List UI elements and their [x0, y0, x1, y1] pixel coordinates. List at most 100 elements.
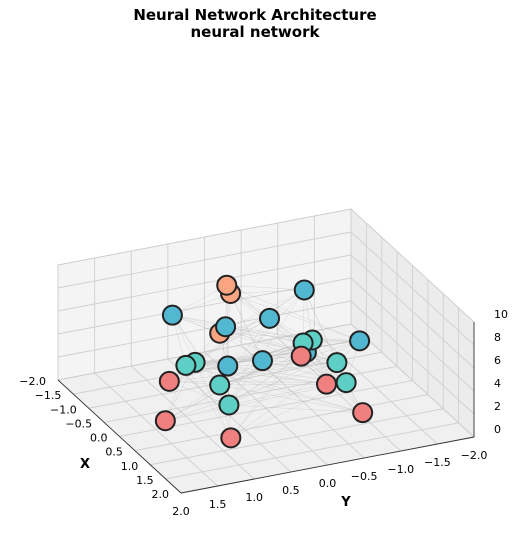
network-edge: [219, 333, 307, 353]
y-tick-label: −1.5: [424, 456, 451, 469]
grid-line-z: [350, 323, 475, 438]
network-edge: [185, 365, 327, 385]
grid-lines: [57, 208, 475, 494]
network-edge: [185, 365, 232, 438]
network-node: [216, 274, 238, 296]
network-node: [326, 352, 348, 374]
network-node: [218, 394, 240, 416]
chart-title: Neural Network Architecture: [133, 6, 376, 24]
network-edge: [219, 383, 327, 386]
network-node: [161, 304, 183, 326]
network-node: [259, 307, 281, 329]
network-edge: [185, 352, 307, 366]
network-node: [316, 373, 337, 395]
network-node: [293, 279, 315, 301]
z-tick-label: 10: [494, 308, 508, 321]
y-tick-label: 0.0: [319, 477, 337, 490]
network-edge: [172, 314, 313, 341]
network-edge: [230, 289, 305, 294]
network-edge: [165, 384, 220, 421]
network-edge: [219, 384, 363, 413]
network-edge: [194, 318, 270, 363]
network-edge: [230, 293, 360, 342]
grid-line-z: [57, 254, 352, 312]
y-tick-label: 2.0: [172, 505, 190, 518]
network-node: [335, 372, 357, 394]
grid-line-z: [57, 231, 352, 289]
network-edge: [165, 382, 347, 421]
x-tick-label: 1.5: [136, 474, 154, 487]
network-edge: [185, 289, 305, 366]
network-edge: [165, 339, 313, 421]
tick-labels: 2.01.51.00.50.0−0.5−1.0−1.5−2.02.01.51.0…: [19, 308, 508, 518]
grid-line-y: [94, 372, 218, 487]
network-edge: [225, 326, 337, 363]
network-edge: [228, 289, 305, 406]
x-tick-label: −0.5: [65, 417, 92, 430]
y-tick-label: 0.5: [282, 484, 300, 497]
x-axis-label: X: [80, 457, 90, 472]
grid-line-z: [57, 208, 352, 266]
y-tick-label: 1.0: [246, 491, 264, 504]
network-edge: [226, 284, 305, 291]
network-edge: [194, 289, 305, 363]
network-node: [209, 374, 231, 396]
network-edge: [195, 355, 302, 363]
network-edge: [195, 352, 307, 363]
x-tick-label: −1.0: [50, 403, 77, 416]
network-edge: [165, 342, 304, 421]
network-nodes: [154, 274, 374, 449]
network-edge: [228, 383, 327, 406]
y-axis-line: [180, 436, 475, 494]
y-tick-label: 1.5: [209, 498, 227, 511]
y-tick-label: −2.0: [461, 449, 488, 462]
network-edge: [172, 314, 304, 344]
network-node: [154, 410, 176, 432]
grid-line-z: [57, 300, 352, 358]
network-edge: [185, 365, 363, 413]
network-node: [215, 316, 237, 338]
grid-line-z: [350, 254, 475, 369]
grid-line-y: [130, 365, 255, 480]
network-node: [220, 427, 242, 449]
network-edge: [172, 315, 220, 386]
network-node: [352, 402, 374, 424]
x-tick-label: 0.0: [90, 432, 108, 445]
grid-line-z: [350, 277, 475, 392]
y-tick-label: −0.5: [351, 470, 378, 483]
x-tick-label: 0.5: [105, 446, 123, 459]
network-edge: [219, 340, 360, 386]
network-edge: [165, 404, 229, 421]
y-tick-label: −1.0: [387, 463, 414, 476]
x-tick-label: 2.0: [152, 488, 170, 501]
network-node: [349, 330, 371, 352]
network-edge: [185, 340, 360, 366]
network-edge: [194, 362, 232, 438]
network-node: [290, 345, 312, 367]
x-axis-line: [57, 379, 182, 494]
network-node: [217, 355, 239, 377]
network-edge: [165, 362, 337, 421]
x-tick-label: −1.5: [35, 389, 62, 402]
y-axis-label: Y: [340, 495, 351, 510]
axis-lines: [57, 322, 475, 494]
z-tick-label: 4: [494, 377, 501, 390]
grid-line-z: [350, 208, 475, 323]
network-edge: [226, 284, 360, 342]
network-edge: [169, 381, 230, 406]
network-edge: [227, 362, 337, 367]
grid-line-z: [350, 231, 475, 346]
grid-line-y: [314, 330, 438, 445]
network-node: [158, 370, 180, 392]
z-tick-label: 0: [494, 423, 501, 436]
z-tick-label: 6: [494, 354, 501, 367]
grid-line-z: [350, 300, 475, 415]
z-tick-label: 8: [494, 331, 501, 344]
x-tick-label: −2.0: [19, 375, 46, 388]
z-tick-label: 2: [494, 400, 501, 413]
network-edge: [230, 362, 338, 439]
network-node: [251, 350, 273, 372]
network-edge: [228, 340, 360, 406]
network-edge: [219, 333, 360, 342]
